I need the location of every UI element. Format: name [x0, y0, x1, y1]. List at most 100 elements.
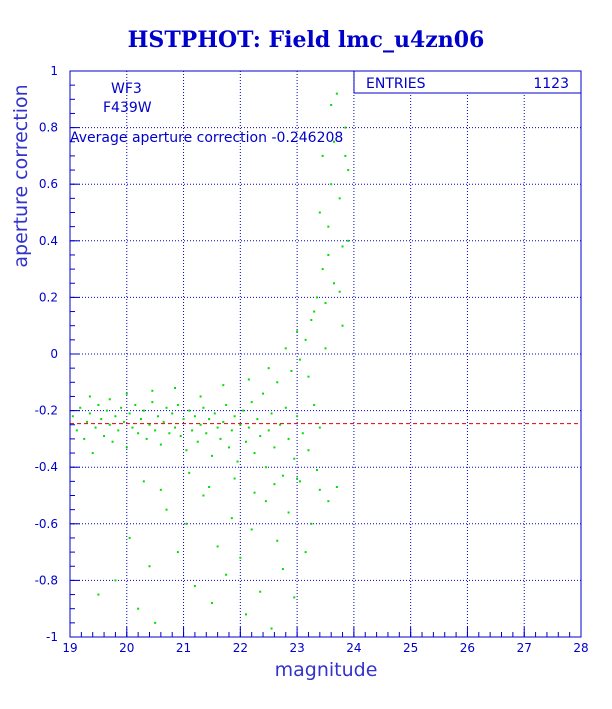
data-point [202, 494, 205, 497]
data-point [296, 330, 299, 333]
data-point [276, 381, 279, 384]
data-point [347, 169, 350, 172]
data-point [281, 474, 284, 477]
data-point [151, 401, 154, 404]
data-point [159, 443, 162, 446]
data-point [315, 296, 318, 299]
chart-title: HSTPHOT: Field lmc_u4zn06 [128, 27, 485, 53]
data-point [94, 426, 97, 429]
data-point [335, 92, 338, 95]
data-point [208, 418, 211, 421]
average-correction-text: Average aperture correction -0.246208 [70, 130, 343, 146]
data-point [216, 426, 219, 429]
data-point [296, 477, 299, 480]
data-point [142, 480, 145, 483]
x-tick-label: 25 [403, 641, 418, 655]
y-axis-label: aperture correction [10, 84, 32, 267]
data-point [330, 183, 333, 186]
data-point [262, 392, 265, 395]
data-point [208, 486, 211, 489]
data-point [298, 358, 301, 361]
data-point [83, 437, 86, 440]
data-point [114, 415, 117, 418]
data-point [281, 568, 284, 571]
data-point [148, 423, 151, 426]
y-tick-label: 0.4 [39, 234, 58, 248]
data-point [168, 432, 171, 435]
data-point [111, 440, 114, 443]
data-point [71, 415, 74, 418]
y-tick-label: -0.2 [35, 404, 58, 418]
data-point [219, 437, 222, 440]
data-point [273, 446, 276, 449]
data-point [105, 409, 108, 412]
data-point [333, 140, 336, 143]
y-tick-label: -0.8 [35, 573, 58, 587]
x-tick-label: 26 [460, 641, 475, 655]
data-point [310, 522, 313, 525]
data-point [117, 429, 120, 432]
camera-label: WF3 [111, 81, 142, 97]
x-tick-label: 28 [573, 641, 588, 655]
data-point [273, 483, 276, 486]
data-point [245, 613, 248, 616]
data-point [250, 528, 253, 531]
data-point [103, 435, 106, 438]
data-point [310, 319, 313, 322]
data-point [250, 401, 253, 404]
data-point [179, 435, 182, 438]
data-point [307, 449, 310, 452]
stats-box-frame [353, 70, 582, 94]
y-tick-label: 1 [50, 64, 58, 78]
data-point [210, 602, 213, 605]
axis-ticks: 19 20 21 22 23 24 25 26 27 28 -1 -0.8 -0.6 -0.4 -0.2 0 0… [35, 64, 589, 655]
data-point [324, 302, 327, 305]
x-tick-label: 21 [176, 641, 191, 655]
data-point [296, 415, 299, 418]
data-point [139, 418, 142, 421]
data-point [120, 406, 123, 409]
data-point [293, 596, 296, 599]
data-point [279, 423, 282, 426]
y-tick-label: 0.6 [39, 177, 58, 191]
data-point [327, 500, 330, 503]
data-point [222, 384, 225, 387]
data-point [142, 409, 145, 412]
filter-label: F439W [103, 100, 152, 116]
data-point [341, 245, 344, 248]
data-point [321, 154, 324, 157]
y-tick-label: 0.2 [39, 290, 58, 304]
stats-box: ENTRIES 1123 [353, 70, 582, 94]
data-point [276, 539, 279, 542]
data-point [230, 429, 233, 432]
data-point [242, 409, 245, 412]
data-point [307, 375, 310, 378]
data-point [290, 369, 293, 372]
data-point [313, 403, 316, 406]
data-point [338, 290, 341, 293]
data-point [122, 420, 125, 423]
data-point [344, 154, 347, 157]
data-point [318, 488, 321, 491]
data-point [188, 471, 191, 474]
data-point [100, 418, 103, 421]
data-point [79, 406, 82, 409]
data-point [97, 593, 100, 596]
data-point [298, 480, 301, 483]
data-point [193, 415, 196, 418]
data-point [188, 409, 191, 412]
data-point [222, 420, 225, 423]
data-point [318, 426, 321, 429]
data-point [287, 437, 290, 440]
data-points [71, 92, 350, 630]
y-tick-label: 0 [50, 347, 58, 361]
data-point [137, 607, 140, 610]
data-point [185, 522, 188, 525]
data-point [230, 517, 233, 520]
data-point [154, 621, 157, 624]
data-point [284, 347, 287, 350]
data-point [347, 239, 350, 242]
data-point [128, 536, 131, 539]
data-point [259, 435, 262, 438]
